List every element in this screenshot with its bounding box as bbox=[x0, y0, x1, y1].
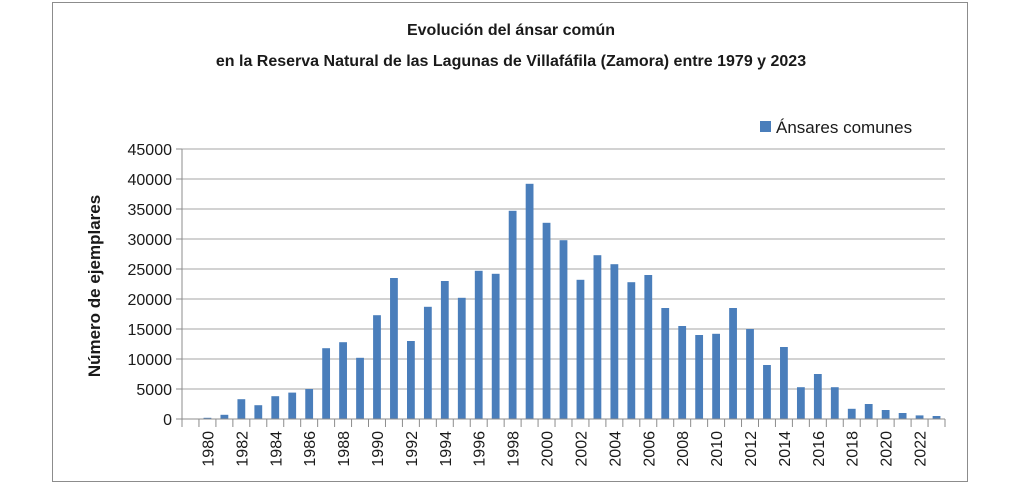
legend-label: Ánsares comunes bbox=[776, 118, 912, 137]
bar-1982 bbox=[237, 399, 246, 419]
bar-2009 bbox=[695, 335, 704, 419]
bar-2019 bbox=[864, 404, 873, 419]
bar-1985 bbox=[288, 392, 297, 419]
y-tick-label: 15000 bbox=[128, 322, 173, 339]
y-tick-label: 10000 bbox=[128, 352, 173, 369]
bar-1990 bbox=[373, 315, 381, 419]
y-tick-label: 30000 bbox=[128, 232, 173, 249]
bar-2023 bbox=[932, 416, 941, 419]
bar-1986 bbox=[305, 389, 314, 419]
y-tick-label: 20000 bbox=[128, 292, 173, 309]
y-tick-label: 0 bbox=[163, 412, 172, 429]
bar-chart: Evolución del ánsar común en la Reserva … bbox=[85, 22, 946, 467]
x-tick-label: 1992 bbox=[404, 431, 421, 467]
x-tick-label: 1990 bbox=[370, 431, 387, 467]
bar-2003 bbox=[593, 255, 602, 419]
bar-1994 bbox=[440, 281, 449, 419]
bar-2011 bbox=[729, 308, 737, 419]
x-tick-label: 2016 bbox=[811, 431, 828, 467]
x-tick-label: 1986 bbox=[302, 431, 319, 467]
bar-1983 bbox=[254, 405, 263, 419]
bars bbox=[203, 183, 941, 419]
x-axis: 1980 1982 1984 1986 1988 1990 1992 1994 1996 1998… bbox=[181, 149, 946, 467]
bar-1997 bbox=[491, 273, 500, 419]
y-tick-label: 35000 bbox=[128, 202, 173, 219]
x-tick-label: 2022 bbox=[913, 431, 930, 467]
bar-2021 bbox=[898, 413, 907, 419]
y-tick-label: 5000 bbox=[136, 382, 172, 399]
y-tick-label: 25000 bbox=[128, 262, 173, 279]
bar-2012 bbox=[746, 329, 754, 419]
legend: Ánsares comunes bbox=[760, 118, 912, 137]
bar-1980 bbox=[203, 417, 212, 419]
bar-2022 bbox=[915, 415, 924, 419]
bar-1992 bbox=[407, 341, 415, 419]
x-tick-label: 1994 bbox=[438, 431, 455, 467]
bar-2010 bbox=[712, 333, 720, 419]
y-tick-label: 45000 bbox=[128, 142, 173, 159]
x-tick-label: 1996 bbox=[472, 431, 489, 467]
x-tick-label: 1980 bbox=[200, 431, 217, 467]
y-axis-ticks: 0 5000 10000 15000 20000 25000 30000 35000 40000… bbox=[128, 142, 182, 429]
bar-2014 bbox=[780, 347, 788, 419]
bar-2013 bbox=[763, 365, 771, 419]
x-tick-label: 2002 bbox=[573, 431, 590, 467]
bar-2016 bbox=[813, 374, 822, 419]
legend-swatch bbox=[760, 121, 771, 132]
bar-2015 bbox=[796, 387, 805, 419]
bar-2000 bbox=[542, 222, 551, 419]
bar-1988 bbox=[339, 342, 347, 419]
chart-subtitle: en la Reserva Natural de las Lagunas de … bbox=[216, 53, 806, 70]
x-tick-label: 2006 bbox=[641, 431, 658, 467]
bar-2017 bbox=[830, 387, 839, 419]
bar-2007 bbox=[661, 308, 670, 419]
bar-1995 bbox=[457, 297, 466, 419]
bar-2005 bbox=[627, 282, 636, 419]
x-tick-label: 2008 bbox=[675, 431, 692, 467]
bar-1999 bbox=[525, 183, 534, 419]
x-tick-label: 1998 bbox=[506, 431, 523, 467]
x-tick-label: 2004 bbox=[607, 431, 624, 467]
y-axis-label: Número de ejemplares bbox=[85, 195, 104, 377]
chart-frame: Evolución del ánsar común en la Reserva … bbox=[52, 2, 968, 482]
bar-1987 bbox=[322, 348, 331, 419]
bar-1981 bbox=[220, 414, 229, 419]
bar-1984 bbox=[271, 396, 280, 419]
x-tick-label: 2010 bbox=[709, 431, 726, 467]
bar-2002 bbox=[576, 279, 585, 419]
bar-1998 bbox=[508, 210, 517, 419]
bar-2001 bbox=[559, 240, 568, 419]
y-tick-label: 40000 bbox=[128, 172, 173, 189]
bar-1991 bbox=[390, 278, 398, 419]
x-tick-label: 1988 bbox=[336, 431, 353, 467]
x-tick-label: 2020 bbox=[879, 431, 896, 467]
bar-1996 bbox=[474, 270, 483, 419]
bar-2004 bbox=[610, 264, 619, 419]
x-tick-label: 1984 bbox=[268, 431, 285, 467]
x-tick-label: 2018 bbox=[845, 431, 862, 467]
chart-title: Evolución del ánsar común bbox=[407, 22, 615, 39]
bar-2008 bbox=[678, 326, 687, 419]
x-tick-label: 2012 bbox=[743, 431, 760, 467]
x-tick-label: 1982 bbox=[234, 431, 251, 467]
x-tick-label: 2000 bbox=[540, 431, 557, 467]
bar-1993 bbox=[423, 306, 432, 419]
bar-2006 bbox=[644, 275, 653, 419]
bar-2020 bbox=[881, 410, 890, 419]
bar-1989 bbox=[356, 357, 364, 419]
bar-2018 bbox=[847, 408, 856, 419]
x-tick-label: 2014 bbox=[777, 431, 794, 467]
